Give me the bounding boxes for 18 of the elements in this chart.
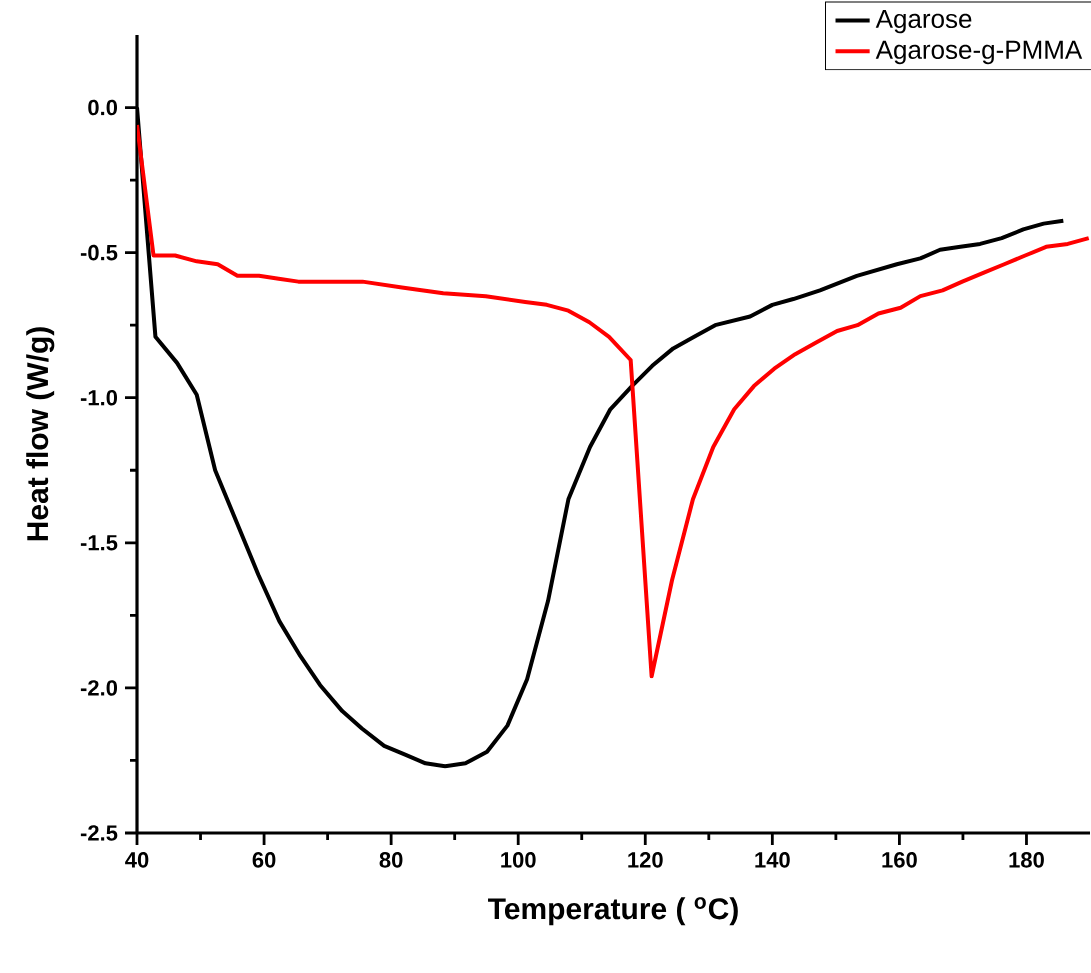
y-tick-label: -2.5 <box>80 825 118 841</box>
x-tick-label: 100 <box>501 852 536 868</box>
y-tick-label: -1.5 <box>80 535 118 551</box>
legend-label: Agarose-g-PMMA <box>875 40 1083 65</box>
x-tick-label: 160 <box>882 852 917 868</box>
x-tick-label: 180 <box>1009 852 1044 868</box>
y-tick-label: 0.0 <box>88 99 118 116</box>
x-tick-label: 120 <box>628 852 663 868</box>
y-tick-label: -1.0 <box>80 389 118 406</box>
y-tick-label: -0.5 <box>80 244 118 261</box>
x-tick-label: 60 <box>252 852 276 868</box>
y-tick-label: -2.0 <box>80 680 118 696</box>
x-tick-label: 140 <box>755 852 790 868</box>
y-axis-title: Heat flow (W/g) <box>26 327 55 541</box>
x-tick-label: 40 <box>125 852 149 868</box>
x-tick-label: 80 <box>379 852 403 868</box>
x-axis-title: Temperature ( $^{o}$C) <box>488 897 738 926</box>
legend-label: Agarose <box>875 9 972 34</box>
